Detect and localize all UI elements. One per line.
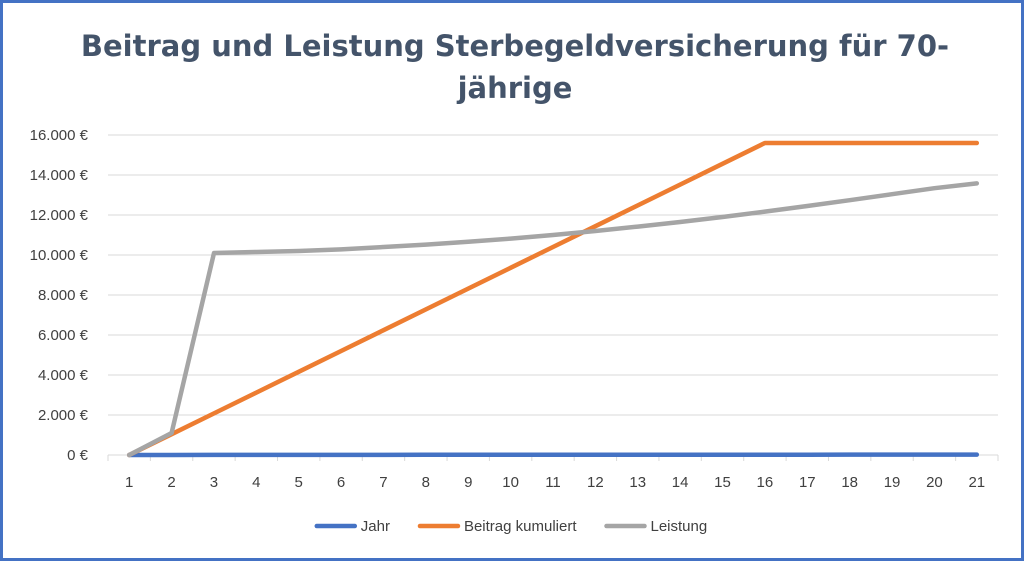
- x-tick-label: 2: [167, 474, 175, 491]
- series-lines: [126, 140, 980, 458]
- x-tick-label: 18: [841, 474, 858, 491]
- y-tick-label: 0 €: [67, 447, 89, 464]
- series-line-beitrag-kumuliert: [126, 140, 980, 458]
- y-tick-label: 14.000 €: [30, 167, 89, 184]
- x-tick-label: 12: [587, 474, 604, 491]
- legend-label: Beitrag kumuliert: [464, 518, 577, 535]
- x-tick-label: 20: [926, 474, 943, 491]
- x-tick-label: 6: [337, 474, 345, 491]
- x-tick-label: 4: [252, 474, 260, 491]
- legend: Jahr Beitrag kumuliert Leistung: [314, 518, 708, 535]
- y-tick-label: 2.000 €: [38, 407, 89, 424]
- x-tick-label: 15: [714, 474, 731, 491]
- x-tick-label: 19: [884, 474, 901, 491]
- chart-title: Beitrag und Leistung Sterbegeldversicher…: [80, 29, 950, 105]
- x-tick-label: 3: [210, 474, 218, 491]
- x-tick-label: 10: [502, 474, 519, 491]
- x-axis: 1 2 3 4 5 6 7 8 9 10 11 12 13 14 15 16 17 18 19 20 21: [107, 455, 999, 491]
- y-tick-label: 4.000 €: [38, 367, 89, 384]
- x-tick-label: 21: [968, 474, 985, 491]
- legend-label: Jahr: [361, 518, 390, 535]
- x-tick-label: 9: [464, 474, 472, 491]
- gridlines: [108, 134, 998, 456]
- x-tick-label: 7: [379, 474, 387, 491]
- y-tick-label: 16.000 €: [30, 127, 89, 144]
- x-tick-label: 11: [545, 474, 561, 491]
- legend-label: Leistung: [651, 518, 708, 535]
- x-tick-label: 1: [125, 474, 133, 491]
- y-tick-label: 6.000 €: [38, 327, 89, 344]
- y-axis: 0 € 2.000 € 4.000 € 6.000 € 8.000 € 10.000 € 1…: [30, 127, 89, 464]
- x-tick-label: 17: [799, 474, 816, 491]
- y-tick-label: 10.000 €: [30, 247, 89, 264]
- x-tick-label: 14: [672, 474, 689, 491]
- y-tick-label: 12.000 €: [30, 207, 89, 224]
- series-line-leistung: [126, 181, 980, 458]
- y-tick-label: 8.000 €: [38, 287, 89, 304]
- x-tick-label: 16: [757, 474, 774, 491]
- x-tick-label: 13: [629, 474, 646, 491]
- x-tick-label: 8: [422, 474, 430, 491]
- x-tick-label: 5: [295, 474, 303, 491]
